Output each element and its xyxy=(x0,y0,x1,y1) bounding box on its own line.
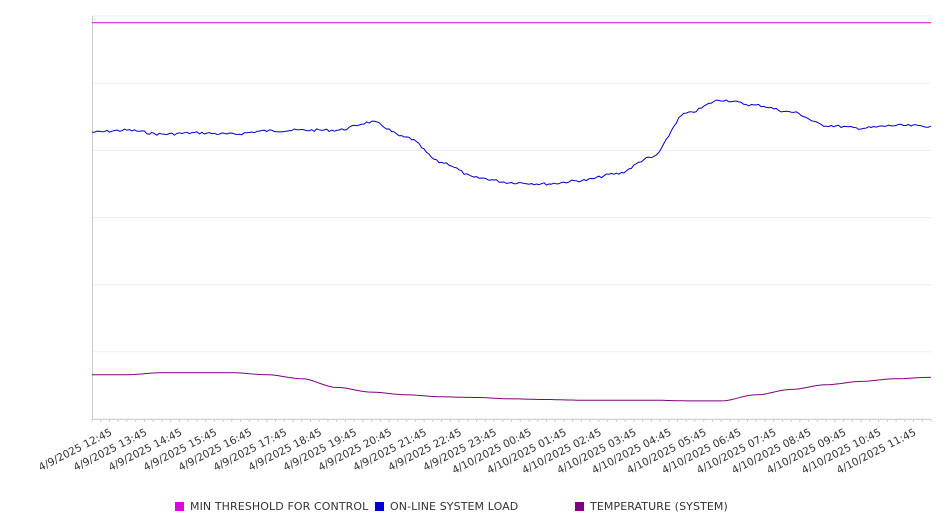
legend-item-min-threshold[interactable]: MIN THRESHOLD FOR CONTROL xyxy=(175,498,368,514)
legend-swatch-min-threshold xyxy=(175,501,184,511)
series-line-system-load xyxy=(91,99,932,186)
legend-item-temperature[interactable]: TEMPERATURE (SYSTEM) xyxy=(575,498,728,514)
legend-label-min-threshold: MIN THRESHOLD FOR CONTROL xyxy=(190,499,369,513)
legend-label-temperature: TEMPERATURE (SYSTEM) xyxy=(590,499,728,513)
legend-swatch-temperature xyxy=(575,501,584,511)
x-axis-tick-labels: 4/9/2025 12:454/9/2025 13:454/9/2025 14:… xyxy=(37,426,918,476)
legend-label-system-load: ON-LINE SYSTEM LOAD xyxy=(390,499,519,513)
x-axis-minor-ticks xyxy=(91,419,932,422)
series-line-temperature xyxy=(92,372,931,402)
legend-swatch-system-load xyxy=(375,501,384,511)
grid-lines xyxy=(92,15,931,420)
chart-legend: MIN THRESHOLD FOR CONTROL ON-LINE SYSTEM… xyxy=(0,498,946,518)
series-lines xyxy=(91,22,932,402)
legend-item-system-load[interactable]: ON-LINE SYSTEM LOAD xyxy=(375,498,518,514)
